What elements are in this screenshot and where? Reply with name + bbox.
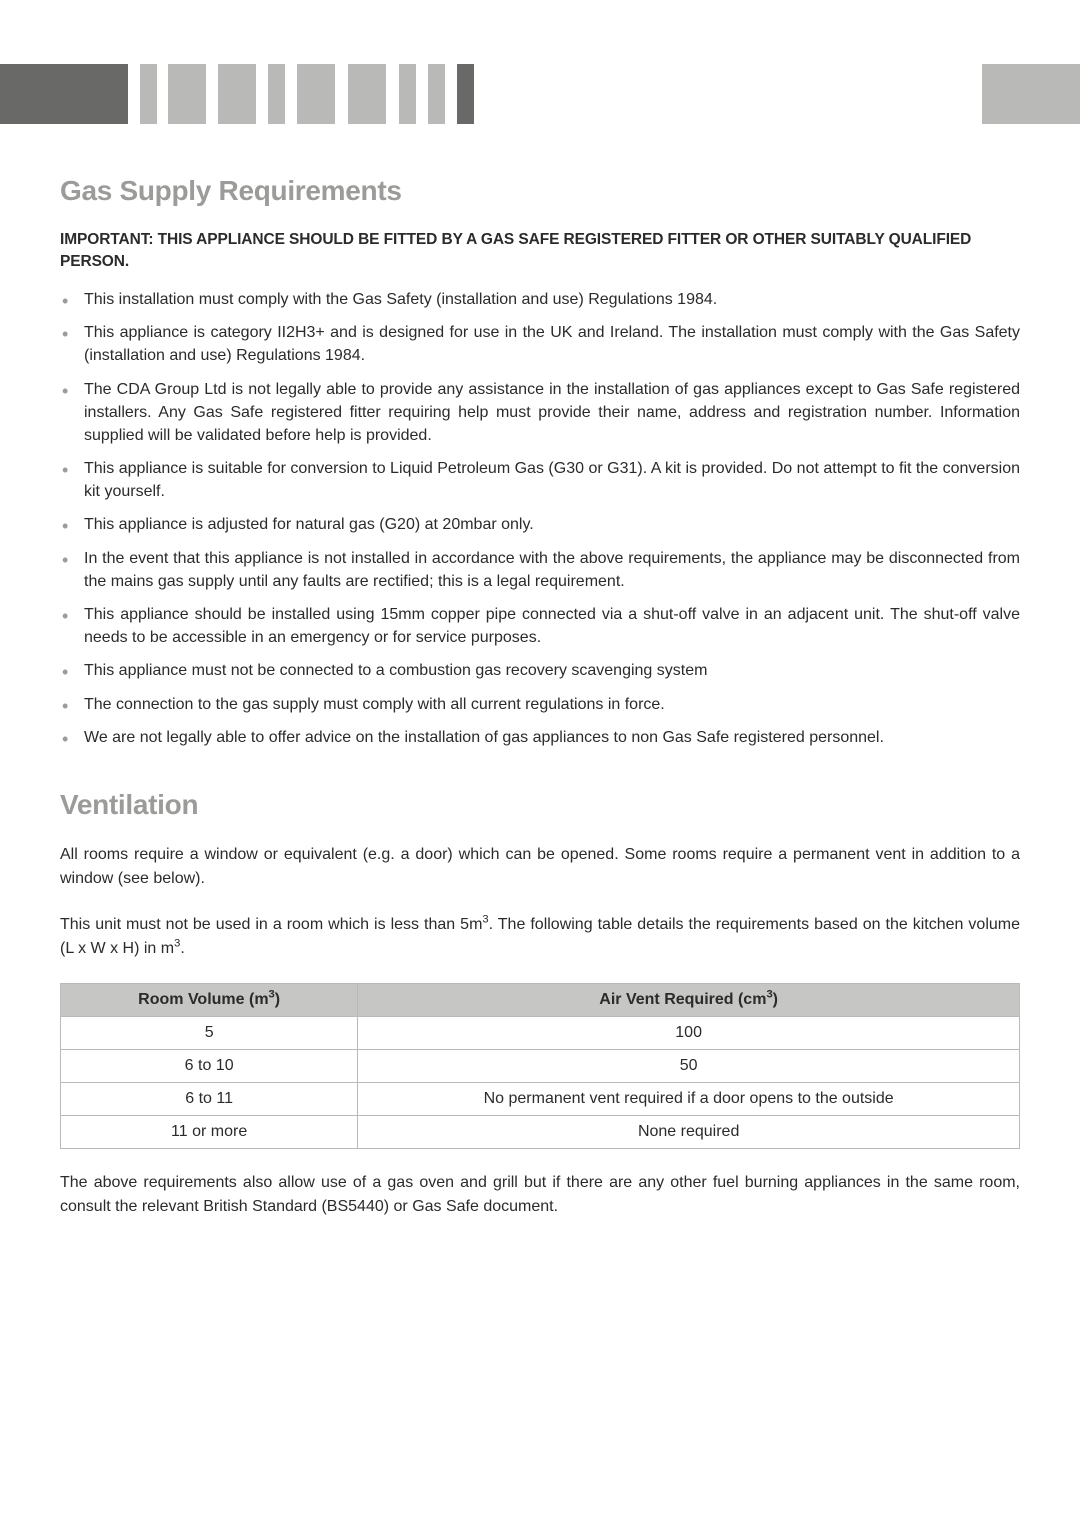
decorative-bar (140, 64, 157, 124)
page-content: Gas Supply Requirements IMPORTANT: THIS … (60, 175, 1020, 1241)
ventilation-p1: All rooms require a window or equivalent… (60, 843, 1020, 891)
decorative-bar (268, 64, 285, 124)
requirements-list: This installation must comply with the G… (60, 288, 1020, 749)
decorative-bar (428, 64, 445, 124)
table-row: 11 or moreNone required (61, 1115, 1020, 1148)
list-item: The connection to the gas supply must co… (60, 693, 1020, 716)
text: ) (773, 991, 778, 1008)
section-heading-gas: Gas Supply Requirements (60, 175, 1020, 207)
ventilation-p3: The above requirements also allow use of… (60, 1171, 1020, 1219)
list-item: This appliance is category II2H3+ and is… (60, 321, 1020, 367)
list-item: The CDA Group Ltd is not legally able to… (60, 378, 1020, 448)
table-cell: 50 (358, 1049, 1020, 1082)
decorative-bar (982, 64, 1080, 124)
text: ) (275, 991, 280, 1008)
ventilation-table: Room Volume (m3) Air Vent Required (cm3)… (60, 983, 1020, 1149)
list-item: This appliance should be installed using… (60, 603, 1020, 649)
table-cell: 100 (358, 1016, 1020, 1049)
decorative-bar (297, 64, 335, 124)
text: . (180, 940, 184, 957)
list-item: This installation must comply with the G… (60, 288, 1020, 311)
table-cell: None required (358, 1115, 1020, 1148)
list-item: This appliance is adjusted for natural g… (60, 513, 1020, 536)
list-item: We are not legally able to offer advice … (60, 726, 1020, 749)
table-row: 6 to 1050 (61, 1049, 1020, 1082)
decorative-bar (0, 64, 128, 124)
decorative-bar (218, 64, 256, 124)
list-item: This appliance must not be connected to … (60, 659, 1020, 682)
table-row: 6 to 11No permanent vent required if a d… (61, 1082, 1020, 1115)
decorative-bar (348, 64, 386, 124)
table-cell: No permanent vent required if a door ope… (358, 1082, 1020, 1115)
table-cell: 11 or more (61, 1115, 358, 1148)
table-row: 5100 (61, 1016, 1020, 1049)
table-cell: 5 (61, 1016, 358, 1049)
table-cell: 6 to 10 (61, 1049, 358, 1082)
text: This unit must not be used in a room whi… (60, 916, 482, 933)
ventilation-p2: This unit must not be used in a room whi… (60, 913, 1020, 961)
table-body: 51006 to 10506 to 11No permanent vent re… (61, 1016, 1020, 1148)
text: Air Vent Required (cm (599, 991, 766, 1008)
table-cell: 6 to 11 (61, 1082, 358, 1115)
decorative-bar (457, 64, 474, 124)
section-heading-ventilation: Ventilation (60, 789, 1020, 821)
decorative-bar (399, 64, 416, 124)
list-item: In the event that this appliance is not … (60, 547, 1020, 593)
table-header-air-vent: Air Vent Required (cm3) (358, 983, 1020, 1016)
header-decorative-bars (0, 64, 1080, 124)
table-header-room-volume: Room Volume (m3) (61, 983, 358, 1016)
decorative-bar (168, 64, 206, 124)
text: Room Volume (m (138, 991, 268, 1008)
warning-text: IMPORTANT: THIS APPLIANCE SHOULD BE FITT… (60, 229, 1020, 274)
list-item: This appliance is suitable for conversio… (60, 457, 1020, 503)
